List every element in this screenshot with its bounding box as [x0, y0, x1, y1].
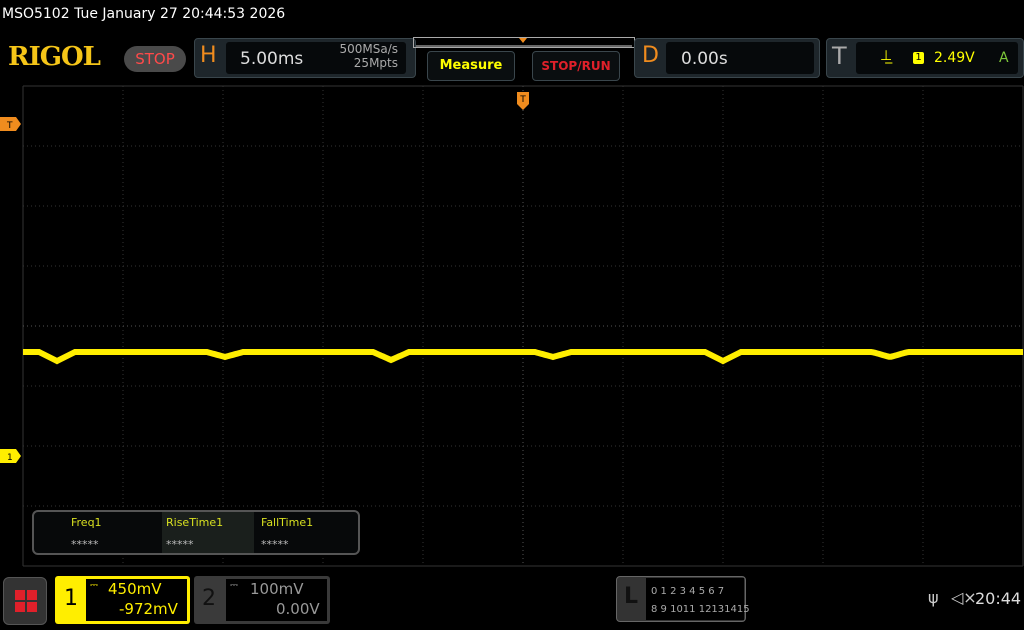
- ch1-trace: [23, 349, 1023, 365]
- ch2-offset: 0.00V: [276, 600, 320, 618]
- ch1-offset-marker: 1: [0, 449, 21, 463]
- ch2-number: 2: [202, 586, 216, 611]
- delay-value: 0.00s: [681, 49, 728, 69]
- measurement-value: *****: [166, 538, 194, 551]
- horizontal-inner: [226, 42, 406, 74]
- svg-text:1: 1: [7, 453, 13, 463]
- ch1-number: 1: [64, 586, 78, 611]
- logic-row-1: 0 1 2 3 4 5 6 7: [651, 586, 725, 597]
- ch2-info: [226, 579, 327, 621]
- dc-coupling-icon: ⎓: [90, 580, 98, 591]
- logic-row-2: 8 9 1011 12131415: [651, 604, 750, 615]
- svg-text:T: T: [6, 121, 13, 131]
- rigol-logo: RIGOL: [8, 42, 101, 72]
- main-menu-button[interactable]: [3, 577, 47, 625]
- sample-rate: 500MSa/s 25Mpts: [318, 42, 398, 70]
- stop-run-button[interactable]: STOP/RUN: [532, 51, 620, 81]
- timebase-value: 5.00ms: [240, 49, 304, 69]
- trigger-label: T: [832, 42, 847, 70]
- measurement-highlight: [162, 512, 254, 553]
- memory-overview: [413, 37, 635, 48]
- horizontal-label: H: [200, 43, 217, 68]
- rising-edge-icon: ⊥̲: [880, 48, 893, 64]
- trigger-source: 1: [913, 52, 924, 64]
- run-state-badge[interactable]: STOP: [124, 46, 186, 72]
- measurement-label: Freq1: [71, 516, 102, 529]
- measurement-label: FallTime1: [261, 516, 314, 529]
- usb-icon: ψ: [928, 588, 939, 607]
- speaker-muted-icon[interactable]: ◁×: [951, 588, 977, 607]
- dc-coupling-icon: ⎓: [230, 580, 238, 591]
- measurement-value: *****: [71, 538, 99, 551]
- memory-trigger-marker: [519, 38, 527, 43]
- sample-rate-value: 500MSa/s: [339, 42, 398, 56]
- delay-inner: [666, 42, 814, 74]
- status-title: MSO5102 Tue January 27 20:44:53 2026: [2, 6, 286, 22]
- ch1-offset: -972mV: [119, 600, 178, 618]
- logic-channels: [646, 578, 744, 620]
- measurement-value: *****: [261, 538, 289, 551]
- trigger-inner: [856, 42, 1018, 74]
- trigger-position-marker: T: [517, 92, 529, 110]
- measure-button[interactable]: Measure: [427, 51, 515, 81]
- measurement-label: RiseTime1: [166, 516, 224, 529]
- ch1-info: [86, 579, 187, 621]
- logic-label: L: [624, 584, 639, 609]
- trigger-mode: A: [999, 50, 1009, 66]
- ch1-scale: 450mV: [108, 580, 162, 598]
- gridlines: [22, 85, 1024, 567]
- waveform-grid[interactable]: T T 1: [0, 84, 1024, 570]
- delay-label: D: [642, 43, 659, 68]
- ch2-scale: 100mV: [250, 580, 304, 598]
- trigger-level: 2.49V: [934, 50, 975, 66]
- svg-text:T: T: [519, 95, 526, 105]
- clock: 20:44: [975, 589, 1022, 608]
- trigger-level-marker: T: [0, 117, 21, 131]
- memory-depth: 25Mpts: [353, 56, 398, 70]
